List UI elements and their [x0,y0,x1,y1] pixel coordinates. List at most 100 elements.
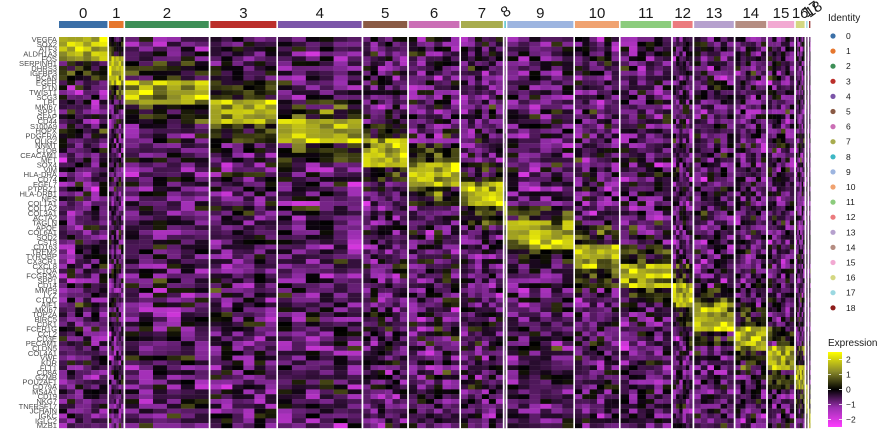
heatmap-cell [232,215,244,221]
heatmap-cell [377,75,386,81]
heatmap-cell [194,133,209,139]
heatmap-cell [529,336,541,342]
heatmap-cell [495,172,503,178]
heatmap-cell [153,408,168,414]
heatmap-cell [507,201,519,207]
heatmap-cell [425,413,435,419]
heatmap-cell [153,399,168,405]
heatmap-cell [113,152,117,158]
heatmap-cell [319,312,334,318]
heatmap-cell [518,109,530,115]
heatmap-cell [277,307,293,313]
heatmap-cell [461,162,469,168]
heatmap-cell [562,41,574,47]
heatmap-cell [370,268,378,274]
heatmap-cell [467,365,476,371]
heatmap-cell [243,104,255,110]
heatmap-cell [210,297,222,303]
heatmap-cell [113,61,117,67]
heatmap-cell [551,104,563,110]
heatmap-cell [333,326,348,332]
heatmap-cell [518,143,530,149]
heatmap-cell [319,75,334,81]
heatmap-cell [254,307,266,313]
heatmap-cell [540,321,552,327]
heatmap-cell [582,41,590,47]
heatmap-cell [461,61,469,67]
heatmap-cell [153,167,168,173]
heatmap-cell [319,215,334,221]
heatmap-cell [121,273,124,279]
heatmap-cell [265,292,277,298]
heatmap-cell [495,283,503,289]
heatmap-cell [604,70,612,76]
heatmap-cell [180,119,195,125]
heatmap-cell [442,259,452,265]
heatmap-cell [461,186,469,192]
heatmap-cell [363,225,371,231]
heatmap-cell [417,181,426,187]
heatmap-cell [118,220,122,226]
heatmap-cell [385,37,393,42]
heatmap-cell [221,418,233,424]
heatmap-cell [467,172,476,178]
heatmap-cell [347,336,362,342]
heatmap-cell [363,413,371,419]
heatmap-cell [518,119,530,125]
heatmap-cell [166,186,182,192]
heatmap-cell [377,152,386,158]
heatmap-cell [121,408,124,414]
heatmap-cell [75,51,84,57]
heatmap-cell [59,80,68,86]
heatmap-cell [111,61,114,67]
heatmap-cell [277,99,293,105]
heatmap-cell [319,355,334,361]
heatmap-cell [59,312,68,318]
heatmap-cell [75,350,84,356]
heatmap-cell [333,336,348,342]
heatmap-cell [467,278,476,284]
heatmap-cell [399,143,408,149]
heatmap-cell [370,201,378,207]
heatmap-cell [408,345,418,351]
heatmap-cell [254,61,266,67]
heatmap-cell [450,104,460,110]
heatmap-cell [461,360,469,366]
heatmap-cell [474,109,483,115]
heatmap-cell [442,37,452,42]
heatmap-cell [442,56,452,62]
heatmap-cell [442,403,452,409]
heatmap-cell [442,234,452,240]
heatmap-cell [243,215,255,221]
heatmap-cell [125,413,140,419]
heatmap-cell [551,316,563,322]
heatmap-cell [194,128,209,134]
heatmap-cell [408,46,418,52]
heatmap-cell [488,201,496,207]
heatmap-cell [265,365,277,371]
heatmap-cell [589,138,598,144]
heatmap-cell [59,288,68,293]
heatmap-cell [116,408,119,414]
heatmap-cell [518,172,530,178]
heatmap-cell [113,90,117,96]
heatmap-cell [210,90,222,96]
heatmap-cell [180,370,195,376]
heatmap-cell [83,336,92,342]
heatmap-cell [450,326,460,332]
heatmap-cell [243,283,255,289]
heatmap-cell [111,302,114,308]
heatmap-cell [363,94,371,100]
heatmap-cell [121,181,124,187]
heatmap-cell [417,394,426,400]
heatmap-cell [243,326,255,332]
heatmap-cell [518,99,530,105]
heatmap-cell [518,37,530,42]
heatmap-cell [377,399,386,405]
heatmap-cell [139,61,154,67]
heatmap-cell [417,201,426,207]
heatmap-cell [518,345,530,351]
heatmap-cell [540,341,552,347]
heatmap-cell [450,37,460,42]
